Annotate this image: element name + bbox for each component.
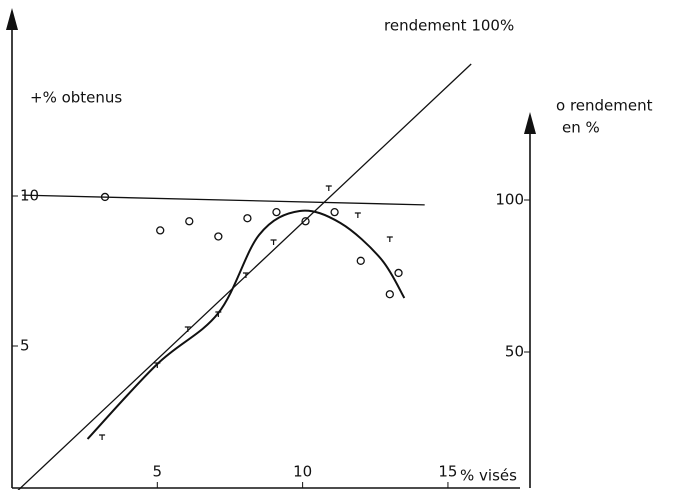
y2-axis-arrow xyxy=(524,112,536,134)
y-axis-label: +% obtenus xyxy=(30,89,122,107)
y2-tick-label: 50 xyxy=(505,343,524,361)
point xyxy=(156,226,165,235)
point xyxy=(356,256,365,265)
y-tick-label: 5 xyxy=(20,337,30,355)
point xyxy=(330,208,339,217)
x-axis-label: % visés xyxy=(460,467,517,485)
point xyxy=(99,434,106,440)
y-axis-arrow xyxy=(6,8,18,30)
point xyxy=(354,212,361,218)
curve xyxy=(22,194,425,206)
point xyxy=(272,208,281,217)
y2-tick-label: 100 xyxy=(495,191,524,209)
curve xyxy=(86,209,406,440)
point xyxy=(185,217,194,226)
point xyxy=(394,268,403,278)
point xyxy=(242,272,249,278)
point xyxy=(184,326,191,332)
y2-axis-label: o rendement xyxy=(556,97,653,115)
x-tick-label: 15 xyxy=(438,463,457,481)
point xyxy=(214,232,223,241)
point xyxy=(385,290,394,299)
curve xyxy=(17,63,472,490)
annotation: rendement 100% xyxy=(384,17,514,35)
point xyxy=(270,239,277,245)
x-tick-label: 5 xyxy=(153,463,163,481)
point xyxy=(243,214,252,223)
point xyxy=(301,217,310,226)
point xyxy=(325,185,332,191)
x-tick-label: 10 xyxy=(293,463,312,481)
y2-axis-label: en % xyxy=(562,119,600,137)
point xyxy=(386,236,393,242)
